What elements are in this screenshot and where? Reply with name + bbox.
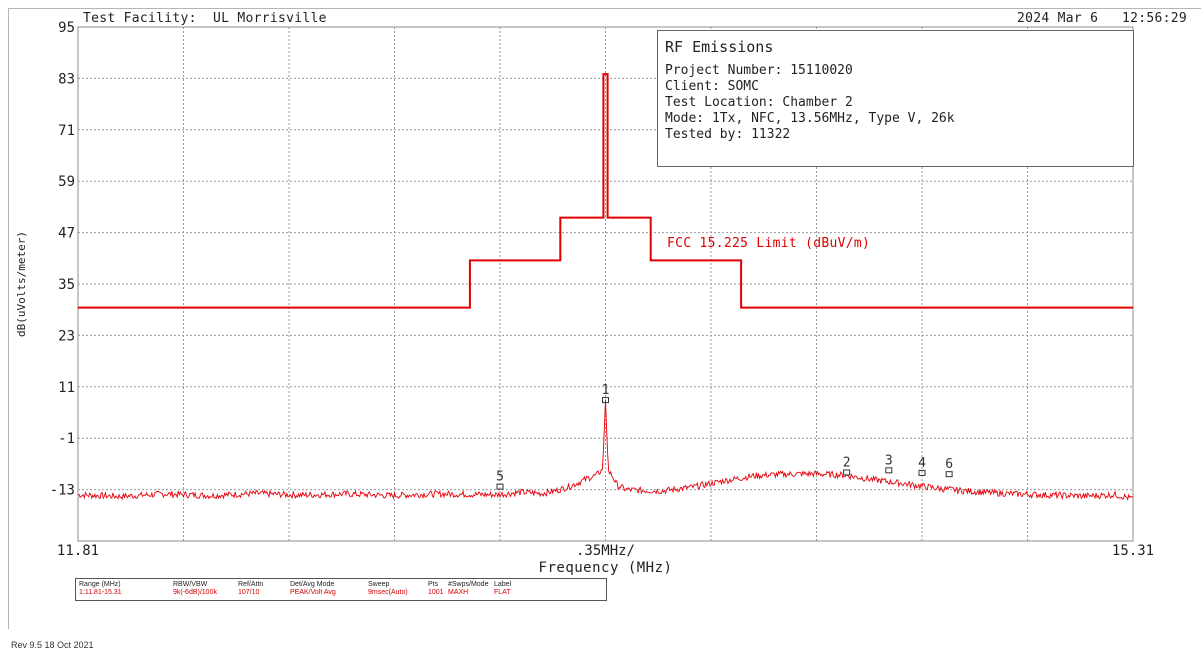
marker-symbol: [602, 397, 609, 404]
marker-label: 5: [496, 470, 504, 485]
y-tick-label: -13: [50, 483, 75, 499]
marker-5: 5: [496, 470, 504, 490]
info-project-number: Project Number: 15110020: [665, 63, 853, 78]
y-tick-label: 59: [58, 174, 75, 190]
y-axis-title: dB(uVolts/meter): [15, 231, 28, 337]
marker-label: 2: [843, 455, 851, 470]
marker-label: 3: [885, 453, 893, 468]
y-tick-label: 95: [58, 20, 75, 36]
facility-label: Test Facility: UL Morrisville: [83, 11, 327, 26]
time-label: 12:56:29: [1122, 11, 1188, 26]
date-label: 2024 Mar 6: [1017, 11, 1099, 26]
marker-label: 1: [602, 383, 610, 398]
header-label: Label: [494, 581, 512, 588]
marker-symbol: [945, 471, 953, 478]
measured-trace: [77, 400, 1134, 501]
header-swps-mode: #Swps/Mode: [448, 581, 489, 588]
report-frame: [8, 8, 1201, 629]
value-sweep: 9msec(Auto): [368, 589, 408, 596]
marker-symbol: [496, 483, 504, 490]
value-swps-mode: MAXH: [448, 589, 469, 596]
info-box-title: RF Emissions: [665, 38, 774, 56]
marker-symbol: [918, 469, 926, 476]
marker-4: 4: [918, 456, 926, 476]
marker-6: 6: [945, 457, 953, 478]
y-tick-label: 83: [58, 71, 75, 87]
header-ref-attn: Ref/Attn: [238, 581, 264, 588]
settings-table: Range (MHz) RBW/VBW Ref/Attn Det/Avg Mod…: [75, 578, 607, 601]
header-rbw-vbw: RBW/VBW: [173, 581, 208, 588]
marker-symbol: [885, 467, 893, 474]
value-label: FLAT: [494, 589, 511, 596]
value-det-avg-mode: PEAK/Volt Avg: [290, 589, 336, 596]
marker-symbol: [843, 469, 851, 476]
x-tick-label-span: .35MHz/: [576, 543, 635, 559]
value-rbw-vbw: 9k(-6dB)/100k: [173, 589, 217, 596]
header-pts: Pts: [428, 581, 439, 588]
x-tick-label-start: 11.81: [57, 543, 99, 559]
marker-label: 4: [918, 456, 926, 471]
header-det-avg-mode: Det/Avg Mode: [290, 581, 335, 588]
revision-footer: Rev 9.5 18 Oct 2021: [11, 640, 94, 650]
x-axis-title: Frequency (MHz): [539, 560, 673, 576]
limit-line: [78, 73, 1133, 309]
y-tick-label: 71: [58, 123, 75, 139]
header-range: Range (MHz): [79, 581, 121, 588]
marker-label: 6: [945, 457, 953, 472]
value-ref-attn: 107/10: [238, 589, 260, 596]
y-tick-label: -1: [58, 431, 75, 447]
info-client: Client: SOMC: [665, 79, 759, 94]
marker-3: 3: [885, 453, 893, 474]
marker-2: 2: [843, 455, 851, 476]
info-test-location: Test Location: Chamber 2: [665, 95, 853, 110]
info-tested-by: Tested by: 11322: [665, 127, 791, 142]
x-tick-label-stop: 15.31: [1112, 543, 1154, 559]
header-sweep: Sweep: [368, 581, 390, 588]
y-tick-label: 35: [58, 277, 75, 293]
y-tick-label: 47: [58, 226, 75, 242]
y-tick-label: 11: [58, 380, 75, 396]
value-range: 1:11.81-15.31: [79, 589, 122, 596]
info-box: RF Emissions Project Number: 15110020 Cl…: [657, 30, 1134, 167]
marker-1: 1: [602, 383, 610, 404]
value-pts: 1001: [428, 589, 444, 596]
info-mode: Mode: 1Tx, NFC, 13.56MHz, Type V, 26k: [665, 111, 955, 126]
y-tick-label: 23: [58, 328, 75, 344]
limit-label: FCC 15.225 Limit (dBuV/m): [667, 236, 870, 251]
